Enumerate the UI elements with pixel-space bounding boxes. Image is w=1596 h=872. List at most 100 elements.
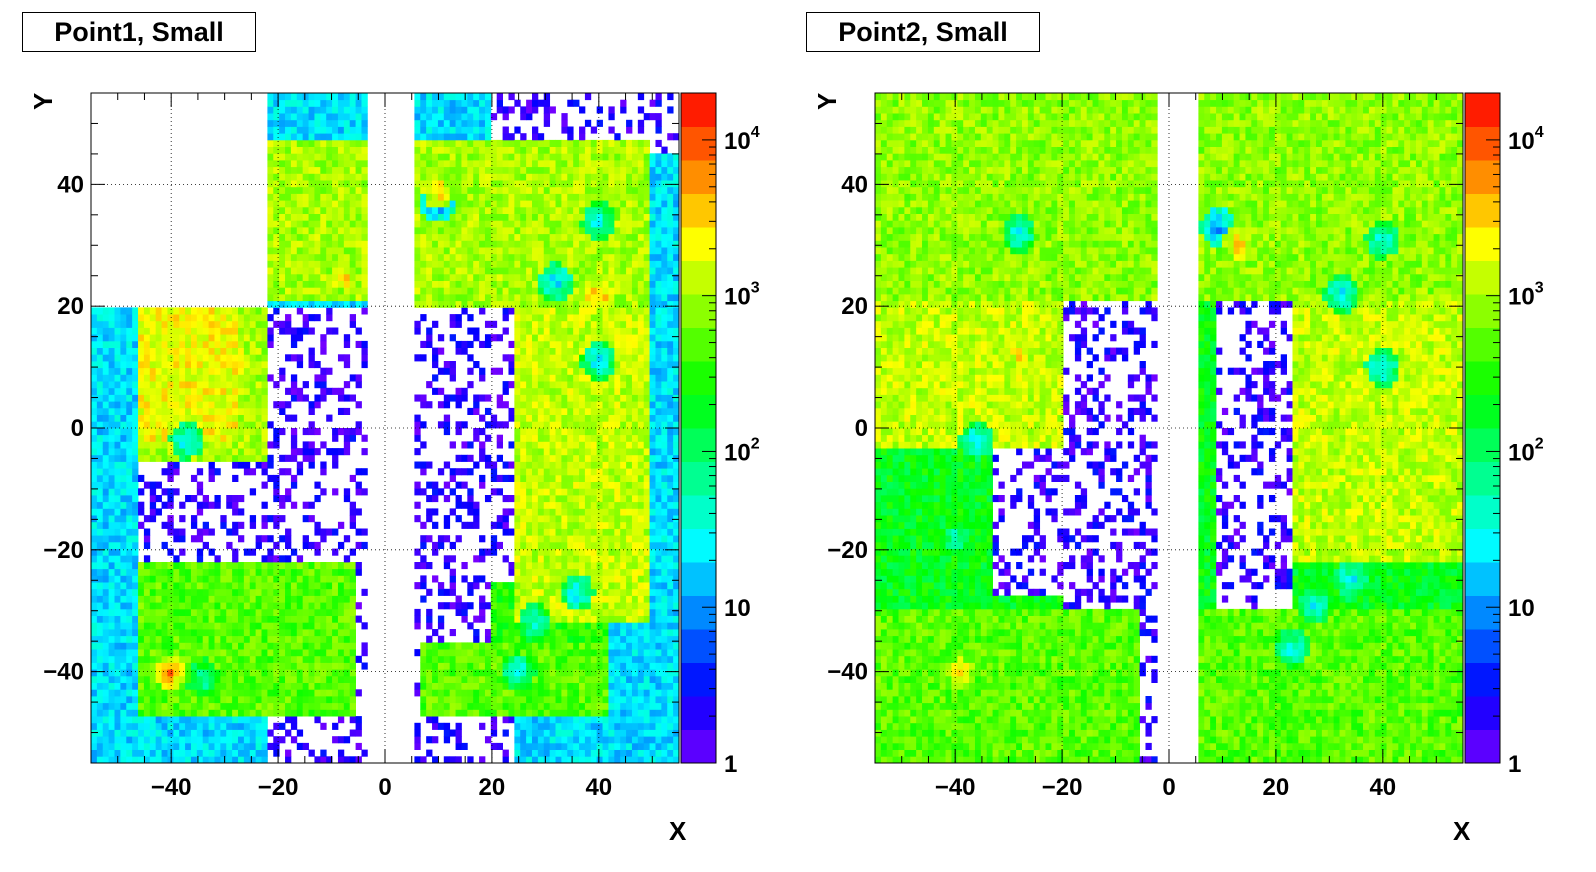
- heatmap-cell: [555, 227, 562, 235]
- heatmap-cell: [238, 320, 245, 328]
- heatmap-cell: [138, 340, 145, 348]
- heatmap-cell: [520, 186, 527, 194]
- heatmap-cell: [138, 655, 145, 663]
- heatmap-cell: [537, 702, 545, 710]
- heatmap-cell: [361, 139, 368, 147]
- heatmap-cell: [249, 428, 257, 436]
- heatmap-cell: [532, 749, 539, 757]
- heatmap-cell: [196, 548, 204, 556]
- heatmap-cell: [155, 434, 162, 442]
- heatmap-cell: [132, 541, 139, 549]
- heatmap-cell: [532, 294, 539, 302]
- heatmap-cell: [479, 548, 486, 556]
- heatmap-cell: [479, 709, 486, 717]
- heatmap-cell: [567, 622, 574, 630]
- heatmap-cell: [255, 588, 262, 596]
- heatmap-cell: [238, 602, 245, 610]
- heatmap-cell: [520, 495, 527, 503]
- heatmap-cell: [91, 474, 98, 482]
- heatmap-cell: [255, 568, 262, 576]
- heatmap-cell: [520, 367, 527, 375]
- heatmap-cell: [549, 548, 556, 556]
- heatmap-cell: [102, 682, 110, 690]
- heatmap-cell: [343, 682, 351, 690]
- heatmap-cell: [514, 166, 521, 174]
- heatmap-cell: [461, 702, 468, 710]
- heatmap-cell: [220, 381, 227, 389]
- heatmap-cell: [102, 749, 110, 757]
- heatmap-cell: [161, 595, 168, 603]
- heatmap-cell: [96, 649, 104, 657]
- heatmap-cell: [220, 629, 227, 637]
- heatmap-cell: [437, 166, 445, 174]
- heatmap-cell: [267, 294, 274, 302]
- heatmap-cell: [190, 655, 198, 663]
- heatmap-cell: [320, 381, 327, 389]
- heatmap-cell: [232, 381, 239, 389]
- heatmap-cell: [537, 615, 545, 623]
- heatmap-cell: [549, 675, 556, 683]
- heatmap-cell: [132, 669, 139, 677]
- heatmap-cell: [220, 689, 227, 697]
- heatmap-cell: [337, 106, 345, 114]
- heatmap-cell: [220, 314, 227, 322]
- heatmap-cell: [208, 568, 215, 576]
- heatmap-cell: [126, 361, 133, 369]
- heatmap-cell: [126, 314, 133, 322]
- heatmap-cell: [526, 722, 533, 730]
- heatmap-cell: [279, 374, 286, 382]
- heatmap-cell: [514, 682, 521, 690]
- heatmap-cell: [267, 220, 274, 228]
- heatmap-cell: [455, 696, 462, 704]
- heatmap-cell: [496, 696, 503, 704]
- heatmap-cell: [226, 662, 233, 670]
- heatmap-cell: [285, 320, 292, 328]
- heatmap-cell: [514, 300, 521, 308]
- heatmap-cell: [290, 327, 298, 335]
- heatmap-cell: [437, 682, 445, 690]
- heatmap-cell: [543, 495, 551, 503]
- heatmap-cell: [355, 146, 362, 154]
- heatmap-cell: [337, 448, 345, 456]
- heatmap-cell: [332, 428, 339, 436]
- heatmap-cell: [302, 535, 309, 543]
- heatmap-cell: [490, 716, 498, 724]
- heatmap-cell: [214, 394, 221, 402]
- heatmap-cell: [337, 615, 345, 623]
- heatmap-cell: [443, 113, 451, 121]
- heatmap-cell: [420, 702, 427, 710]
- heatmap-cell: [496, 401, 503, 409]
- heatmap-cell: [267, 649, 274, 657]
- heatmap-cell: [314, 568, 321, 576]
- heatmap-cell: [126, 474, 133, 482]
- heatmap-cell: [296, 709, 304, 717]
- heatmap-cell: [102, 582, 110, 590]
- heatmap-cell: [555, 434, 562, 442]
- heatmap-cell: [179, 528, 186, 536]
- heatmap-cell: [302, 260, 309, 268]
- heatmap-cell: [508, 622, 515, 630]
- heatmap-cell: [461, 294, 468, 302]
- heatmap-cell: [343, 253, 351, 261]
- heatmap-cell: [543, 139, 551, 147]
- heatmap-cell: [349, 153, 356, 161]
- heatmap-cell: [196, 749, 204, 757]
- heatmap-cell: [567, 548, 574, 556]
- heatmap-cell: [96, 401, 104, 409]
- heatmap-cell: [549, 247, 556, 255]
- heatmap-cell: [543, 562, 551, 570]
- heatmap-cell: [261, 649, 268, 657]
- heatmap-cell: [226, 669, 233, 677]
- heatmap-cell: [326, 213, 333, 221]
- heatmap-cell: [514, 320, 521, 328]
- heatmap-cell: [96, 428, 104, 436]
- heatmap-cell: [455, 421, 462, 429]
- heatmap-cell: [349, 729, 356, 737]
- heatmap-cell: [202, 320, 209, 328]
- heatmap-cell: [102, 649, 110, 657]
- heatmap-cell: [296, 233, 304, 241]
- heatmap-cell: [537, 515, 545, 523]
- heatmap-cell: [455, 153, 462, 161]
- heatmap-cell: [238, 314, 245, 322]
- heatmap-cell: [479, 669, 486, 677]
